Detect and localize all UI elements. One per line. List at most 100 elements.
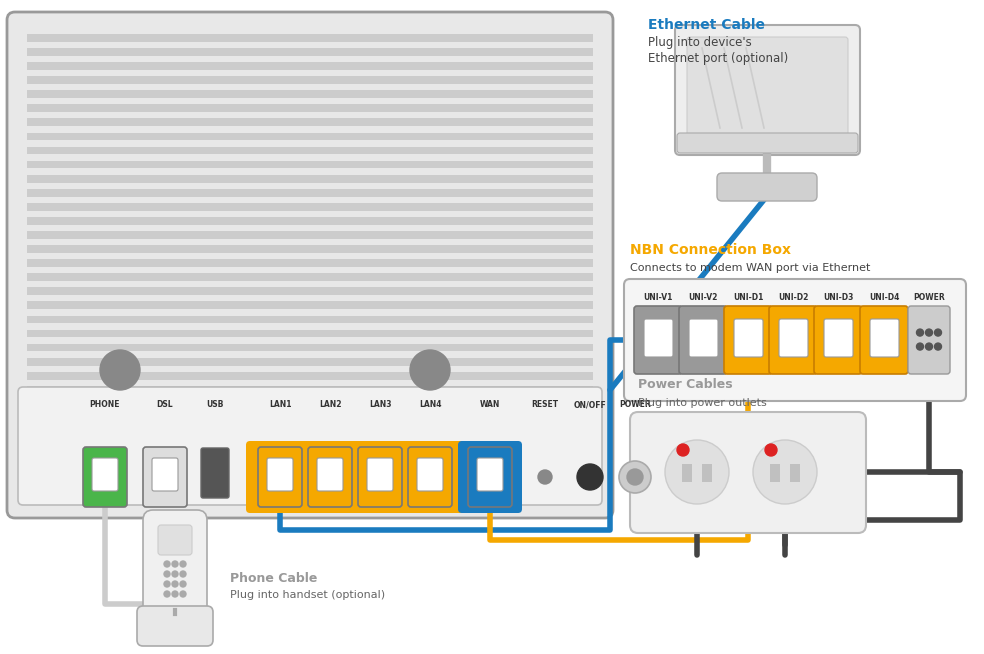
FancyBboxPatch shape [201, 448, 229, 498]
FancyBboxPatch shape [308, 447, 352, 507]
Text: UNI-D1: UNI-D1 [733, 293, 764, 302]
Circle shape [172, 581, 178, 587]
Bar [27, 34, 593, 42]
FancyBboxPatch shape [769, 306, 817, 374]
Circle shape [677, 444, 689, 456]
Circle shape [164, 571, 170, 577]
Circle shape [164, 561, 170, 567]
Bar [27, 273, 593, 281]
Text: UNI-D3: UNI-D3 [823, 293, 853, 302]
Circle shape [926, 343, 933, 350]
Text: NBN Connection Box: NBN Connection Box [630, 243, 791, 257]
Text: ON/OFF: ON/OFF [574, 400, 606, 409]
Bar [27, 118, 593, 126]
Circle shape [538, 470, 552, 484]
Text: UNI-D4: UNI-D4 [869, 293, 899, 302]
Text: PHONE: PHONE [90, 400, 120, 409]
FancyBboxPatch shape [358, 447, 402, 507]
FancyBboxPatch shape [679, 306, 727, 374]
FancyBboxPatch shape [83, 447, 127, 507]
Circle shape [172, 591, 178, 597]
Bar [27, 259, 593, 267]
FancyBboxPatch shape [824, 319, 853, 357]
FancyBboxPatch shape [7, 12, 613, 518]
FancyBboxPatch shape [634, 306, 682, 374]
Bar [27, 217, 593, 225]
Circle shape [926, 329, 933, 336]
Bar [27, 386, 593, 394]
FancyBboxPatch shape [630, 412, 866, 533]
Text: LAN1: LAN1 [269, 400, 291, 409]
Circle shape [164, 591, 170, 597]
Text: Phone Cable: Phone Cable [230, 572, 318, 585]
FancyBboxPatch shape [624, 279, 966, 401]
Circle shape [180, 581, 186, 587]
FancyBboxPatch shape [18, 387, 602, 505]
FancyBboxPatch shape [408, 447, 452, 507]
FancyBboxPatch shape [675, 25, 860, 155]
FancyBboxPatch shape [367, 458, 393, 491]
FancyBboxPatch shape [417, 458, 443, 491]
FancyBboxPatch shape [860, 306, 908, 374]
Text: LAN2: LAN2 [319, 400, 341, 409]
Text: Plug into power outlets: Plug into power outlets [638, 398, 767, 408]
FancyBboxPatch shape [870, 319, 899, 357]
FancyBboxPatch shape [458, 441, 522, 513]
Text: RESET: RESET [531, 400, 559, 409]
Circle shape [164, 581, 170, 587]
Text: LAN3: LAN3 [369, 400, 392, 409]
Bar [27, 146, 593, 154]
Text: POWER: POWER [619, 400, 650, 409]
Text: UNI-D2: UNI-D2 [777, 293, 808, 302]
Bar [27, 330, 593, 337]
Bar [27, 315, 593, 323]
Bar [27, 105, 593, 112]
Circle shape [180, 591, 186, 597]
Text: Ethernet port (optional): Ethernet port (optional) [648, 52, 788, 65]
FancyBboxPatch shape [814, 306, 862, 374]
FancyBboxPatch shape [689, 319, 718, 357]
Circle shape [916, 329, 924, 336]
FancyBboxPatch shape [152, 458, 178, 491]
Text: Plug into device's: Plug into device's [648, 36, 752, 49]
Bar [27, 90, 593, 98]
FancyBboxPatch shape [468, 447, 512, 507]
Bar [27, 372, 593, 379]
Text: POWER: POWER [913, 293, 945, 302]
Circle shape [180, 571, 186, 577]
FancyBboxPatch shape [143, 447, 187, 507]
Circle shape [916, 343, 924, 350]
Bar [27, 231, 593, 239]
FancyBboxPatch shape [267, 458, 293, 491]
Circle shape [172, 571, 178, 577]
FancyBboxPatch shape [158, 525, 192, 555]
Circle shape [627, 469, 643, 485]
Circle shape [665, 440, 729, 504]
Circle shape [100, 350, 140, 390]
FancyBboxPatch shape [779, 319, 808, 357]
Text: DSL: DSL [156, 400, 173, 409]
FancyBboxPatch shape [677, 133, 858, 153]
Circle shape [935, 329, 942, 336]
FancyBboxPatch shape [246, 441, 464, 513]
Bar [27, 48, 593, 56]
FancyBboxPatch shape [687, 37, 848, 138]
Circle shape [935, 343, 942, 350]
FancyBboxPatch shape [143, 510, 207, 620]
FancyBboxPatch shape [92, 458, 118, 491]
Circle shape [765, 444, 777, 456]
Text: Plug into handset (optional): Plug into handset (optional) [230, 590, 385, 600]
FancyBboxPatch shape [137, 606, 213, 646]
Bar [27, 175, 593, 182]
FancyBboxPatch shape [477, 458, 503, 491]
Circle shape [577, 464, 603, 490]
FancyBboxPatch shape [724, 306, 772, 374]
FancyBboxPatch shape [258, 447, 302, 507]
Text: Power Cables: Power Cables [638, 378, 733, 391]
Bar [27, 62, 593, 70]
Bar [27, 358, 593, 366]
Bar [27, 77, 593, 84]
Bar [770, 464, 780, 482]
Text: WAN: WAN [480, 400, 500, 409]
Bar [27, 287, 593, 295]
